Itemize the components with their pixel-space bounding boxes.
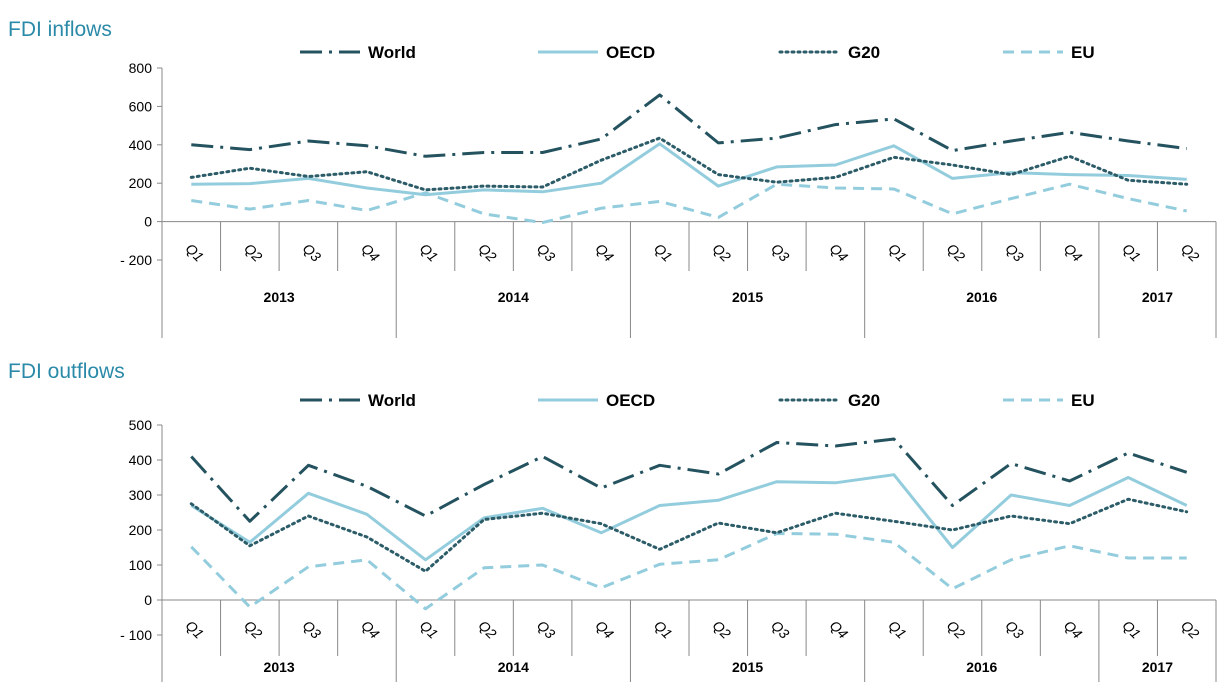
x-tick-label: Q2 (475, 617, 500, 642)
year-label: 2013 (264, 659, 295, 675)
y-tick-label: 800 (129, 60, 153, 76)
legend-label-world: World (368, 391, 416, 410)
y-tick-label: 400 (129, 452, 153, 468)
x-tick-label: Q2 (241, 617, 266, 642)
x-tick-label: Q3 (534, 617, 559, 642)
x-tick-label: Q1 (885, 617, 910, 642)
year-label: 2013 (264, 289, 295, 305)
chart-title: FDI inflows (8, 18, 112, 41)
x-tick-label: Q1 (651, 240, 676, 265)
fdi-outflows-panel: FDI outflows 500 400 300 200 100 0 - 100 Q1 Q2 Q3… (0, 342, 1224, 682)
x-tick-label: Q3 (768, 617, 793, 642)
series-line-oecd (190, 473, 1188, 562)
x-tick-label: Q3 (1002, 240, 1027, 265)
y-tick-label: 100 (129, 557, 153, 573)
x-tick-label: Q4 (1061, 240, 1086, 265)
y-tick-label: 600 (129, 98, 153, 114)
x-tick-label: Q4 (1061, 617, 1086, 642)
y-tick-label: 200 (129, 522, 153, 538)
year-label: 2016 (966, 289, 997, 305)
y-tick-label: 300 (129, 487, 153, 503)
x-tick-label: Q3 (768, 240, 793, 265)
year-label: 2015 (732, 659, 763, 675)
x-tick-label: Q1 (1119, 240, 1144, 265)
x-tick-label: Q1 (885, 240, 910, 265)
legend-label-eu: EU (1071, 43, 1095, 62)
x-tick-label: Q2 (944, 240, 969, 265)
x-tick-label: Q2 (710, 617, 735, 642)
year-label: 2015 (732, 289, 763, 305)
x-tick-label: Q2 (1178, 617, 1203, 642)
y-tick-label: - 200 (120, 252, 152, 268)
series-line-eu (190, 532, 1187, 611)
series-line-eu (191, 182, 1188, 225)
legend-label-oecd: OECD (606, 43, 655, 62)
fdi-outflows-chart: 500 400 300 200 100 0 - 100 Q1 Q2 Q3 Q4 Q1 Q2 Q3 Q4 Q1 Q… (120, 391, 1217, 682)
year-label: 2014 (498, 289, 529, 305)
series-line-g20 (189, 136, 1189, 192)
x-tick-label: Q1 (417, 240, 442, 265)
x-tick-label: Q2 (1178, 240, 1203, 265)
fdi-inflows-panel: FDI inflows 800 600 400 200 0 - 200 Q1 Q2 Q3 Q4 Q1… (8, 18, 1217, 338)
legend-label-eu: EU (1071, 391, 1095, 410)
x-tick-label: Q2 (710, 240, 735, 265)
x-tick-label: Q4 (827, 617, 852, 642)
x-tick-label: Q2 (241, 240, 266, 265)
legend-label-g20: G20 (848, 43, 880, 62)
year-label: 2017 (1142, 659, 1173, 675)
y-tick-label: 0 (144, 214, 152, 230)
x-tick-label: Q4 (358, 240, 383, 265)
year-label: 2017 (1142, 289, 1173, 305)
x-tick-label: Q1 (183, 240, 208, 265)
chart-title: FDI outflows (8, 360, 125, 383)
x-tick-label: Q1 (651, 617, 676, 642)
series-line-g20 (189, 497, 1189, 573)
x-tick-label: Q1 (183, 617, 208, 642)
year-label: 2014 (498, 659, 529, 675)
x-tick-label: Q3 (300, 240, 325, 265)
x-tick-label: Q4 (592, 240, 617, 265)
fdi-inflows-chart: 800 600 400 200 0 - 200 Q1 Q2 Q3 Q4 Q1 Q2 Q3 Q4 Q1 Q2 Q3… (120, 43, 1217, 338)
x-tick-label: Q3 (534, 240, 559, 265)
legend-label-world: World (368, 43, 416, 62)
x-tick-label: Q4 (358, 617, 383, 642)
series-line-world (190, 437, 1188, 523)
year-label: 2016 (966, 659, 997, 675)
legend-label-oecd: OECD (606, 391, 655, 410)
x-tick-label: Q1 (1119, 617, 1144, 642)
legend-label-g20: G20 (848, 391, 880, 410)
x-tick-label: Q1 (417, 617, 442, 642)
y-tick-label: 0 (144, 592, 152, 608)
series-line-oecd (191, 142, 1187, 197)
x-tick-label: Q4 (827, 240, 852, 265)
x-tick-label: Q4 (592, 617, 617, 642)
y-tick-label: 400 (129, 137, 153, 153)
x-tick-label: Q3 (300, 617, 325, 642)
y-tick-label: - 100 (120, 627, 152, 643)
x-tick-label: Q2 (944, 617, 969, 642)
series-line-world (191, 93, 1187, 158)
y-tick-label: 500 (129, 417, 153, 433)
x-tick-label: Q2 (475, 240, 500, 265)
x-tick-label: Q3 (1002, 617, 1027, 642)
y-tick-label: 200 (129, 175, 153, 191)
